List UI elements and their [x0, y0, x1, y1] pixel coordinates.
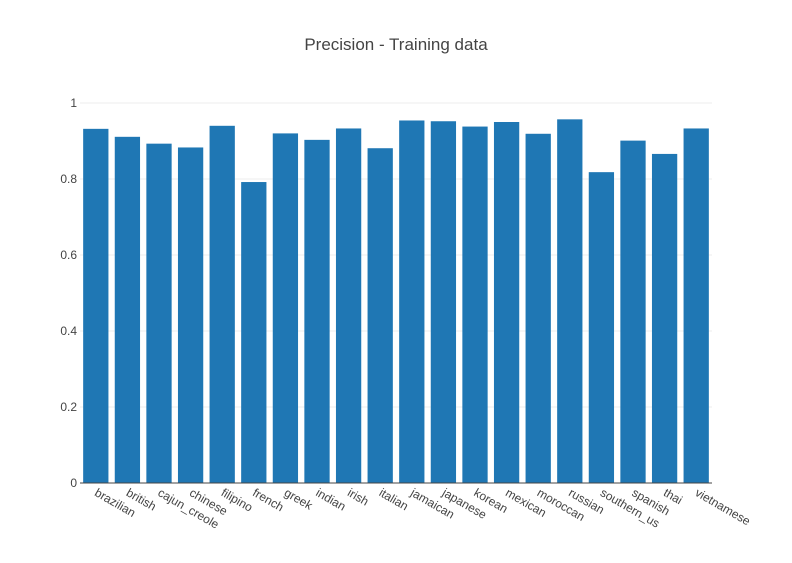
bar-japanese — [430, 121, 457, 484]
y-tick-label: 0.2 — [60, 400, 77, 414]
y-tick-label: 0.6 — [60, 248, 77, 262]
x-tick-label: irish — [345, 485, 371, 508]
bar-french — [241, 182, 267, 484]
bar-brazilian — [83, 128, 109, 483]
bar-mexican — [493, 122, 520, 483]
bar-jamaican — [399, 120, 425, 483]
bar-cajun-creole — [146, 143, 172, 483]
bar-italian — [367, 148, 393, 483]
x-tick-label: greek — [282, 485, 316, 513]
bar-vietnamese — [683, 128, 709, 483]
y-tick-label: 0.4 — [60, 324, 77, 338]
y-tick-label: 1 — [70, 96, 77, 110]
bar-spanish — [620, 140, 646, 483]
bar-russian — [557, 119, 583, 483]
bar-greek — [272, 133, 299, 483]
y-tick-labels: 0 0.2 0.4 0.6 0.8 1 — [60, 96, 77, 490]
bar-british — [114, 136, 141, 483]
bar-korean — [462, 126, 488, 483]
x-tick-label: italian — [377, 485, 411, 513]
bar-moroccan — [525, 133, 551, 483]
bar-series — [83, 119, 709, 484]
x-tick-label: vietnamese — [693, 485, 753, 528]
x-tick-labels: brazilianbritishcajun_creolechinesefilip… — [92, 485, 753, 532]
bar-chinese — [177, 147, 204, 483]
y-tick-label: 0.8 — [60, 172, 77, 186]
bar-filipino — [209, 125, 235, 484]
chart-title: Precision - Training data — [304, 35, 488, 54]
bar-indian — [304, 139, 330, 484]
x-tick-label: indian — [314, 485, 349, 513]
y-gridlines — [80, 102, 712, 408]
bar-thai — [651, 153, 678, 484]
bar-southern-us — [588, 172, 615, 483]
y-tick-label: 0 — [70, 476, 77, 490]
x-tick-label: french — [250, 485, 286, 514]
bar-irish — [335, 128, 362, 483]
